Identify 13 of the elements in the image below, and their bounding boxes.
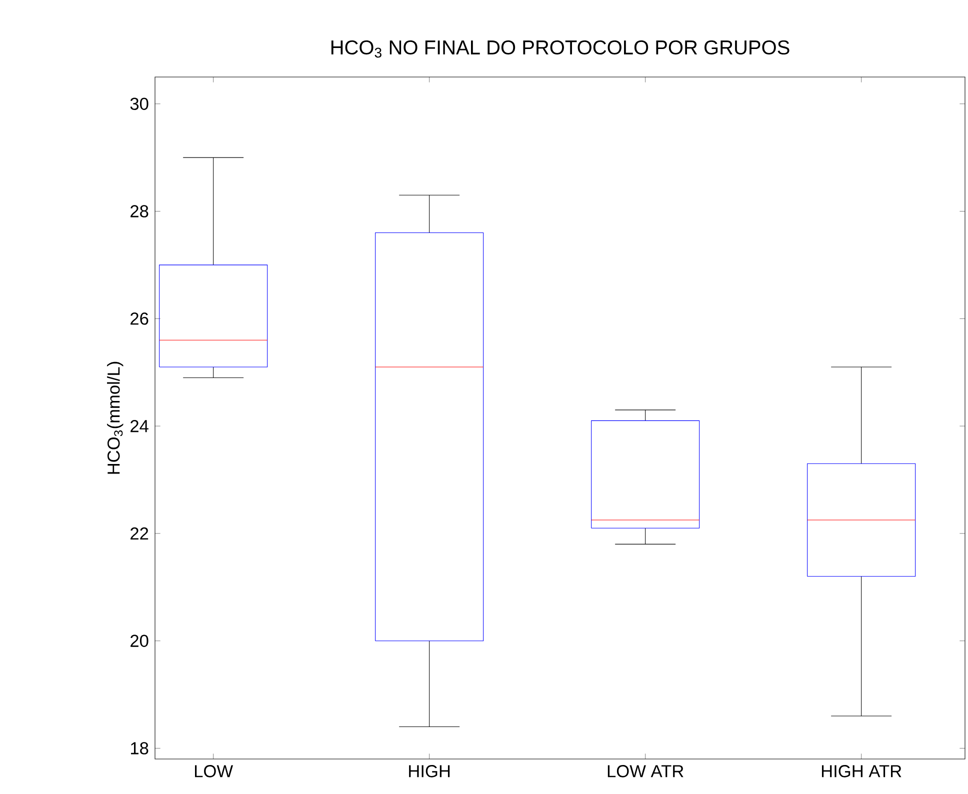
chart-title: HCO$_{3}$ NO FINAL DO PROTOCOLO POR GRUPOS [331, 40, 790, 58]
x-tick-label: LOW ATR [608, 765, 684, 778]
y-tick-label: 30 [130, 98, 148, 110]
y-tick-label: 22 [130, 527, 148, 540]
y-tick-label: 20 [130, 634, 148, 647]
y-tick-label: 18 [130, 742, 148, 754]
y-tick-label: 24 [130, 420, 148, 432]
x-tick-label: HIGH [409, 765, 450, 778]
x-tick-label: LOW [195, 765, 234, 778]
x-tick-label: HIGH ATR [822, 765, 902, 778]
y-axis-title: HCO$_{3}$(mmol/L) [107, 362, 124, 474]
y-tick-label: 28 [130, 205, 148, 218]
y-tick-label: 26 [130, 312, 148, 325]
